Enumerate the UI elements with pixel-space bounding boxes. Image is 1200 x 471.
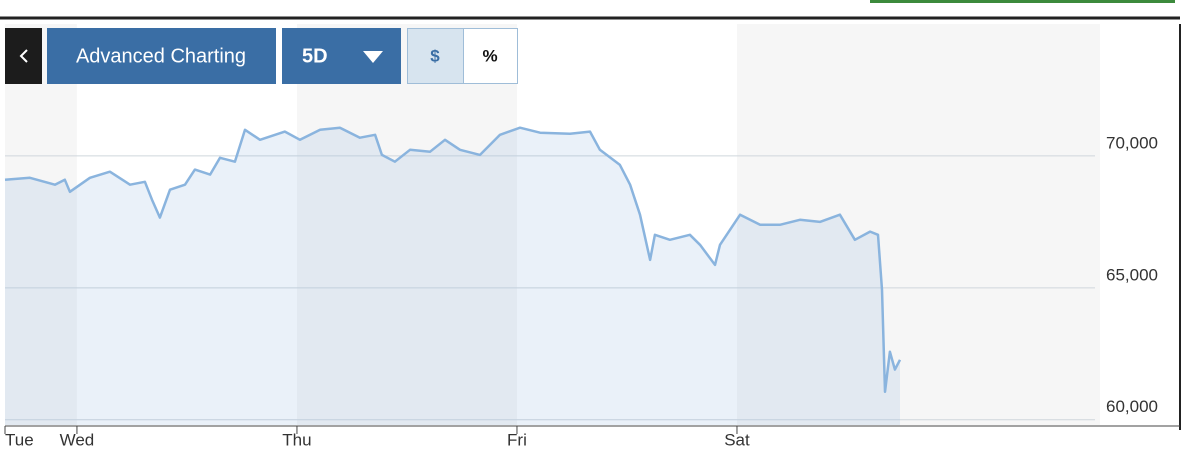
toolbar: Advanced Charting 5D $ % xyxy=(5,28,518,84)
day-bands xyxy=(5,24,1100,425)
range-label: 5D xyxy=(302,45,328,67)
y-tick-label: 65,000 xyxy=(1106,265,1158,284)
currency-label: $ xyxy=(430,46,440,65)
x-tick-label: Thu xyxy=(282,430,311,449)
percent-button[interactable] xyxy=(463,28,518,84)
y-tick-label: 70,000 xyxy=(1106,133,1158,152)
back-icon xyxy=(19,49,28,63)
x-tick-label: Tue xyxy=(5,430,34,449)
range-caret xyxy=(363,51,383,63)
day-band xyxy=(296,24,517,425)
percent-label: % xyxy=(482,46,497,65)
day-band xyxy=(76,24,297,425)
line xyxy=(4,126,902,394)
y-tick-label: 60,000 xyxy=(1106,397,1158,416)
plot xyxy=(4,126,1095,425)
range-button[interactable] xyxy=(282,28,401,84)
top-accent xyxy=(870,0,1175,3)
advanced-charting-label: Advanced Charting xyxy=(76,45,246,67)
advanced-charting-button[interactable] xyxy=(47,28,276,84)
day-band xyxy=(5,24,77,425)
area xyxy=(5,127,900,425)
x-tick-label: Fri xyxy=(507,430,527,449)
x-tick-label: Wed xyxy=(60,430,95,449)
day-band xyxy=(736,24,1100,425)
back-button[interactable] xyxy=(5,28,42,84)
currency-button[interactable] xyxy=(407,28,464,84)
day-band xyxy=(516,24,737,425)
x-tick-label: Sat xyxy=(724,430,750,449)
